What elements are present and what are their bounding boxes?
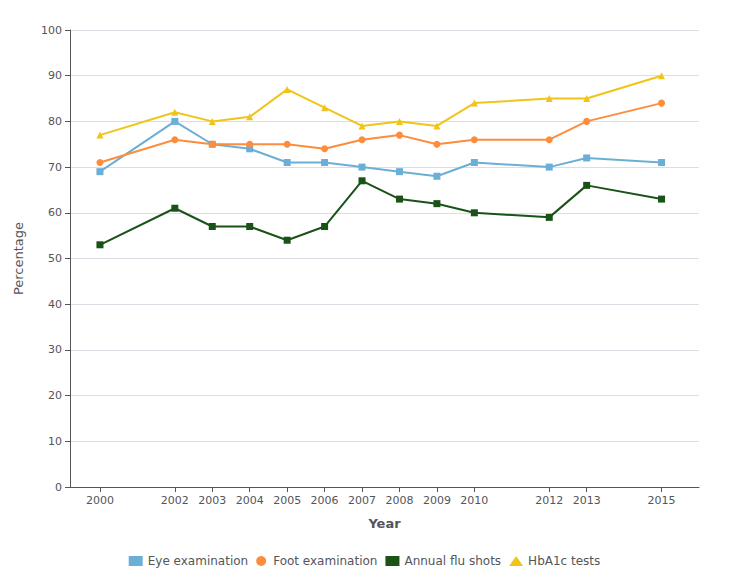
svg-text:Year: Year <box>367 516 401 531</box>
svg-text:2013: 2013 <box>573 494 601 507</box>
svg-text:40: 40 <box>48 298 62 311</box>
svg-text:70: 70 <box>48 161 62 174</box>
svg-text:2000: 2000 <box>86 494 114 507</box>
svg-text:2002: 2002 <box>161 494 189 507</box>
svg-text:80: 80 <box>48 115 62 128</box>
svg-text:50: 50 <box>48 252 62 265</box>
svg-text:2004: 2004 <box>236 494 264 507</box>
svg-text:Annual flu shots: Annual flu shots <box>404 554 501 568</box>
svg-text:HbA1c tests: HbA1c tests <box>528 554 600 568</box>
svg-text:Eye examination: Eye examination <box>148 554 248 568</box>
svg-text:100: 100 <box>41 24 62 37</box>
svg-text:2006: 2006 <box>311 494 339 507</box>
svg-text:90: 90 <box>48 69 62 82</box>
svg-text:2015: 2015 <box>648 494 676 507</box>
svg-text:60: 60 <box>48 206 62 219</box>
svg-text:Foot examination: Foot examination <box>273 554 377 568</box>
svg-text:10: 10 <box>48 435 62 448</box>
svg-text:2010: 2010 <box>460 494 488 507</box>
svg-text:Percentage: Percentage <box>11 222 26 295</box>
svg-text:20: 20 <box>48 389 62 402</box>
svg-text:0: 0 <box>55 481 62 494</box>
svg-text:2008: 2008 <box>385 494 413 507</box>
svg-text:2009: 2009 <box>423 494 451 507</box>
svg-text:2012: 2012 <box>535 494 563 507</box>
svg-text:30: 30 <box>48 343 62 356</box>
svg-text:2007: 2007 <box>348 494 376 507</box>
svg-text:2003: 2003 <box>198 494 226 507</box>
svg-text:2005: 2005 <box>273 494 301 507</box>
